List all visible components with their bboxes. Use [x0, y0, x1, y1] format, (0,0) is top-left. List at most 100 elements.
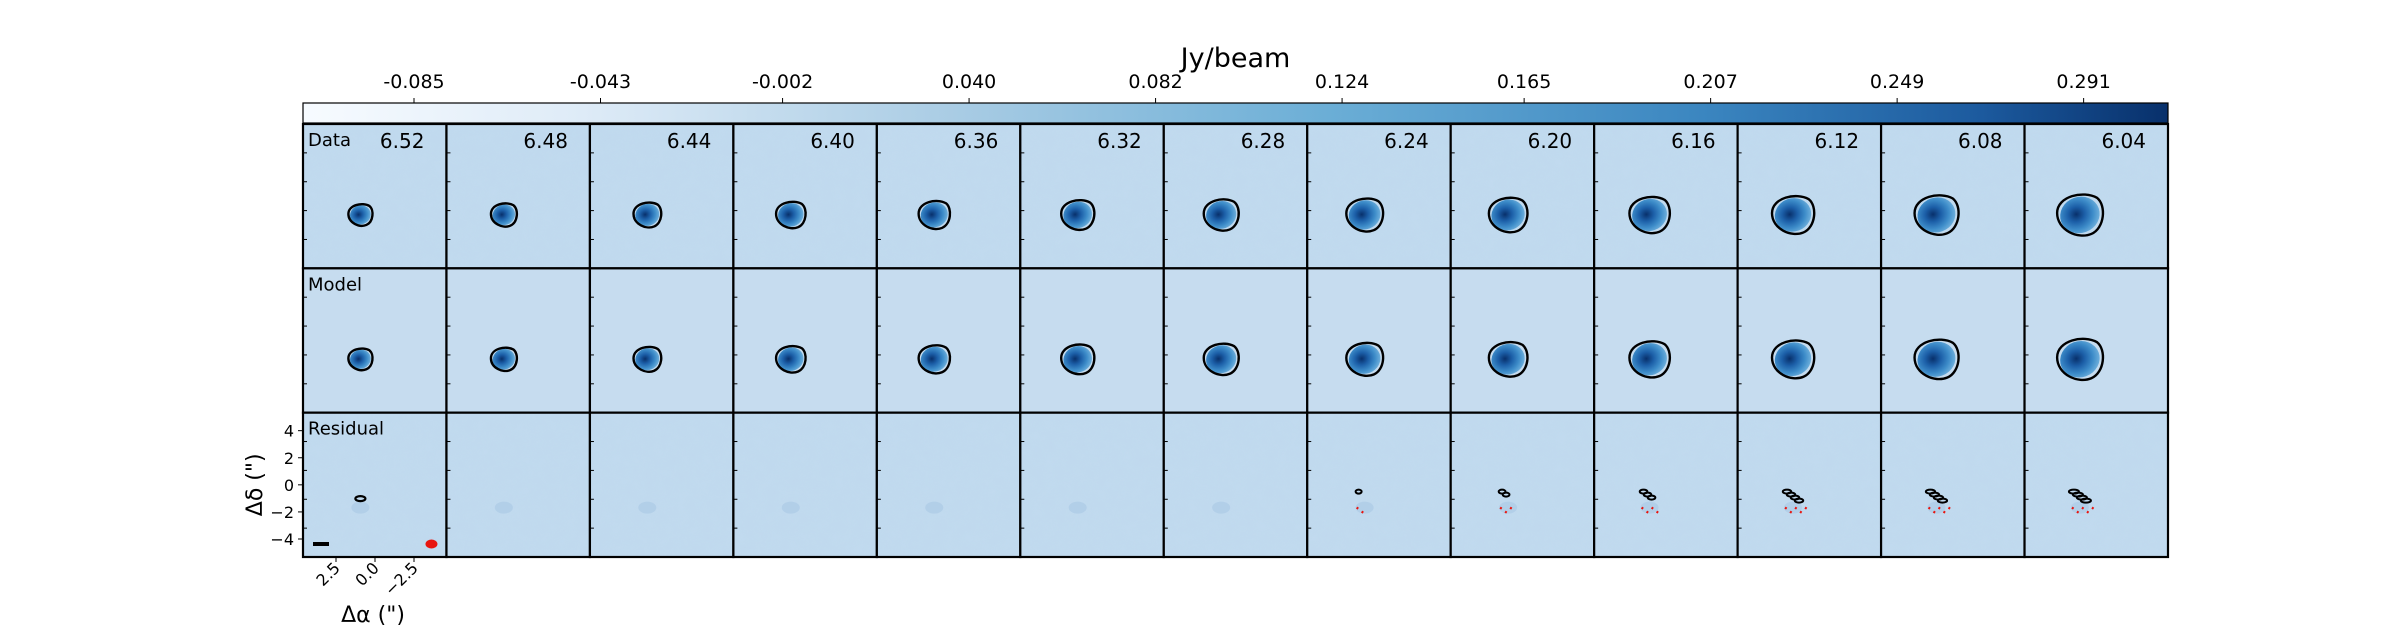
colorbar-tick-label: 0.124 [1315, 71, 1369, 93]
panel-background [1737, 268, 1882, 413]
panel-noise [876, 412, 1021, 557]
panel-noise [1881, 124, 2025, 269]
channel-label: 6.24 [1384, 129, 1429, 153]
residual-negative-contour [2086, 510, 2091, 515]
residual-blob [638, 501, 657, 514]
panel-model-5 [1019, 267, 1165, 414]
residual-negative-contour [1942, 510, 1948, 515]
residual-negative-contour [1932, 510, 1938, 515]
colorbar-tick-label: -0.002 [752, 71, 813, 93]
panel-noise [1881, 412, 2025, 557]
panel-background [1594, 268, 1738, 413]
residual-blob [1499, 501, 1518, 514]
panel-noise [2024, 412, 2168, 557]
panel-residual-2 [588, 411, 735, 559]
colorbar-tick-label: 0.207 [1683, 71, 1737, 93]
channel-label: 6.12 [1815, 129, 1860, 153]
source-emission [1348, 200, 1381, 230]
source-emission [2060, 196, 2100, 234]
panel-residual-0 [301, 411, 448, 559]
source-emission [920, 202, 948, 228]
panel-data-6 [1162, 122, 1309, 270]
panel-data-11 [1879, 122, 2026, 270]
colorbar-bar [302, 102, 2169, 124]
panel-background [589, 268, 734, 413]
panel-model-10 [1736, 267, 1883, 414]
x-tick-label: 0.0 [351, 558, 382, 589]
source-emission [1206, 345, 1237, 374]
panel-noise [1594, 124, 1738, 269]
residual-negative-contour [1650, 506, 1656, 511]
panel-data-12 [2023, 122, 2170, 270]
residual-blob [2070, 501, 2089, 514]
panel-noise [876, 124, 1021, 269]
panel-background [733, 268, 877, 413]
source-emission [635, 348, 660, 371]
panel-data-0 [301, 122, 448, 270]
colorbar-tick-label: 0.040 [942, 71, 996, 93]
x-tick-label: −2.5 [381, 558, 422, 599]
panel-noise [1163, 412, 1308, 557]
residual-positive-contour [1646, 494, 1657, 501]
colorbar-tick-label: 0.291 [2056, 71, 2110, 93]
source-contour [1487, 196, 1529, 234]
panel-background [1163, 268, 1308, 413]
panel-noise [1020, 412, 1164, 557]
panel-noise [303, 412, 447, 557]
panel-data-10 [1736, 122, 1883, 270]
source-contour [1628, 340, 1671, 379]
residual-negative-contour [1789, 510, 1794, 515]
colorbar-label: Jy/beam [1179, 43, 1291, 74]
residual-positive-contour [1501, 491, 1511, 498]
residual-positive-contour [1793, 497, 1805, 504]
source-emission [1774, 342, 1812, 377]
residual-contour [354, 494, 367, 503]
source-contour [1913, 194, 1960, 236]
source-emission [1348, 344, 1381, 374]
source-emission [778, 203, 804, 227]
channel-label: 6.28 [1241, 129, 1286, 153]
source-emission [492, 348, 516, 370]
panel-noise [589, 412, 734, 557]
channel-label: 6.44 [667, 129, 712, 153]
panel-residual-12 [2023, 411, 2170, 559]
panel-data-1 [445, 122, 592, 270]
source-emission [349, 205, 371, 225]
panel-noise [1450, 412, 1595, 557]
panel-noise [1737, 124, 1882, 269]
beam-ellipse [425, 539, 438, 549]
panel-model-6 [1162, 267, 1309, 414]
panel-model-2 [588, 267, 735, 414]
residual-blob [1927, 501, 1946, 514]
panel-residual-4 [875, 411, 1022, 559]
colorbar: -0.085 -0.043 -0.002 0.040 0.082 0.124 0.165 0.… [302, 43, 2169, 124]
source-contour [1345, 197, 1385, 233]
source-contour [917, 344, 952, 375]
residual-blob [351, 501, 370, 514]
panel-noise [733, 412, 877, 557]
source-contour [774, 200, 807, 230]
x-tick-label: 2.5 [312, 558, 343, 589]
panel-noise [1163, 124, 1308, 269]
channel-label: 6.36 [954, 129, 999, 153]
panel-noise [1307, 412, 1451, 557]
y-tick-label: 4 [284, 422, 294, 441]
source-contour [1345, 341, 1385, 377]
panel-model-7 [1306, 267, 1452, 414]
residual-negative-contour [1509, 506, 1514, 511]
panel-background [876, 268, 1021, 413]
source-contour [1059, 199, 1096, 231]
panel-noise [1020, 124, 1164, 269]
panel-model-11 [1879, 267, 2026, 414]
y-tick-label: −2 [270, 503, 294, 522]
panel-data-4 [875, 122, 1022, 270]
panel-noise [446, 124, 590, 269]
row-label: Data [308, 130, 351, 151]
panel-model-0 [301, 267, 448, 414]
source-contour [1487, 340, 1529, 378]
source-contour [917, 199, 952, 231]
residual-positive-contour [2079, 497, 2092, 504]
source-emission [1491, 343, 1525, 375]
residual-negative-contour [2071, 506, 2076, 511]
